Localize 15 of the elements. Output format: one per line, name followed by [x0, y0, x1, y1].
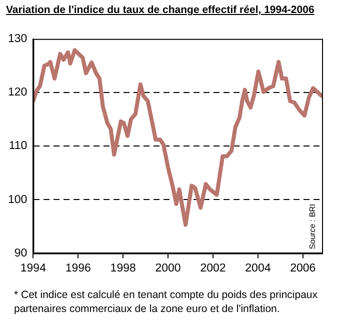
x-tick-label: 2002 — [200, 262, 226, 274]
x-tick-label: 2006 — [290, 262, 316, 274]
x-tick-label: 1996 — [65, 262, 91, 274]
y-tick-label: 110 — [8, 140, 28, 152]
y-tick-label: 100 — [8, 194, 28, 206]
y-tick-label: 120 — [8, 86, 28, 99]
y-tick-label: 130 — [8, 33, 28, 46]
annotation: Source : BRI — [308, 204, 318, 250]
x-tick-label: 2000 — [155, 262, 181, 274]
chart-title: Variation de l'indice du taux de change effectif réel, 1994-2006 — [6, 4, 314, 16]
x-tick-label: 1994 — [20, 262, 47, 274]
text: * Cet indice est calculé en tenant compte du poids des principaux partenaires commerciaux de la zone euro et de l'inflation. — [14, 288, 319, 316]
x-tick-label: 1998 — [110, 262, 136, 274]
x-tick-label: 2004 — [245, 262, 272, 274]
y-tick-label: 90 — [14, 247, 28, 260]
